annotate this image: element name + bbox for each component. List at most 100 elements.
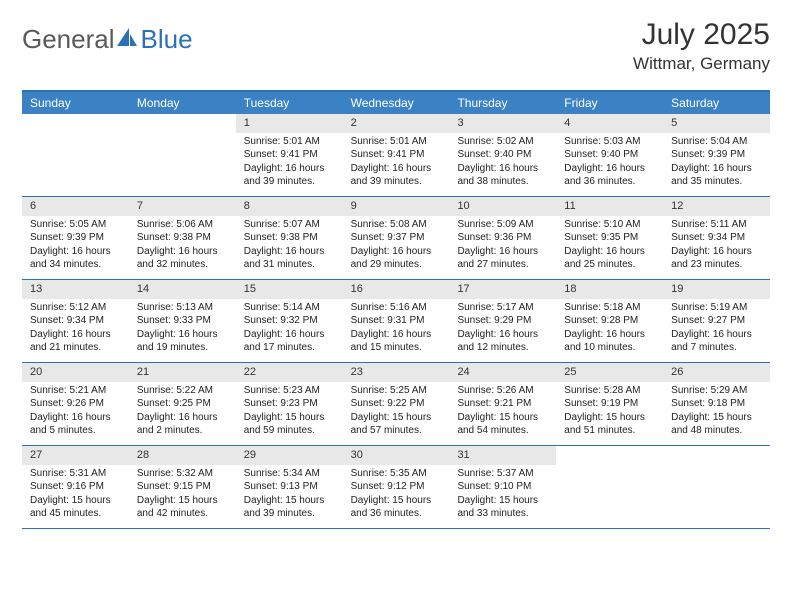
day-details: Sunrise: 5:14 AMSunset: 9:32 PMDaylight:…: [236, 299, 343, 359]
day-number: 22: [236, 363, 343, 382]
day-number: [22, 114, 129, 133]
detail-line: Sunset: 9:33 PM: [137, 314, 228, 328]
detail-line: Sunset: 9:13 PM: [244, 480, 335, 494]
day-number: 30: [343, 446, 450, 465]
calendar-cell: 12Sunrise: 5:11 AMSunset: 9:34 PMDayligh…: [663, 197, 770, 279]
day-details: Sunrise: 5:11 AMSunset: 9:34 PMDaylight:…: [663, 216, 770, 276]
day-details: Sunrise: 5:34 AMSunset: 9:13 PMDaylight:…: [236, 465, 343, 525]
detail-line: Sunrise: 5:21 AM: [30, 384, 121, 398]
calendar-cell: 25 Sunrise: 5:28 AMSunset: 9:19 PMDayligh…: [556, 363, 663, 445]
detail-line: Sunrise: 5:28 AM: [564, 384, 655, 398]
day-number: 9: [343, 197, 450, 216]
calendar-cell: 3Sunrise: 5:02 AMSunset: 9:40 PMDaylight…: [449, 114, 556, 196]
detail-line: Daylight: 15 hours: [564, 411, 655, 425]
detail-line: and 45 minutes.: [30, 507, 121, 521]
day-number: 3: [449, 114, 556, 133]
detail-line: Daylight: 15 hours: [137, 494, 228, 508]
detail-line: Daylight: 15 hours: [457, 494, 548, 508]
calendar-cell: 1Sunrise: 5:01 AMSunset: 9:41 PMDaylight…: [236, 114, 343, 196]
detail-line: Sunset: 9:32 PM: [244, 314, 335, 328]
detail-line: and 34 minutes.: [30, 258, 121, 272]
detail-line: Sunrise: 5:14 AM: [244, 301, 335, 315]
detail-line: Daylight: 16 hours: [244, 328, 335, 342]
detail-line: Sunset: 9:39 PM: [30, 231, 121, 245]
calendar-cell: 2Sunrise: 5:01 AMSunset: 9:41 PMDaylight…: [343, 114, 450, 196]
detail-line: Sunrise: 5:25 AM: [351, 384, 442, 398]
detail-line: Daylight: 16 hours: [244, 245, 335, 259]
calendar-cell: 30Sunrise: 5:35 AMSunset: 9:12 PMDayligh…: [343, 446, 450, 528]
detail-line: Sunrise: 5:29 AM: [671, 384, 762, 398]
detail-line: Sunset: 9:16 PM: [30, 480, 121, 494]
detail-line: Sunrise: 5:32 AM: [137, 467, 228, 481]
detail-line: Sunrise: 5:22 AM: [137, 384, 228, 398]
day-details: Sunrise: 5:26 AMSunset: 9:21 PMDaylight:…: [449, 382, 556, 442]
detail-line: Sunset: 9:15 PM: [137, 480, 228, 494]
page-title: July 2025: [633, 18, 770, 52]
detail-line: Sunrise: 5:17 AM: [457, 301, 548, 315]
calendar-cell: 10Sunrise: 5:09 AMSunset: 9:36 PMDayligh…: [449, 197, 556, 279]
day-number: 21: [129, 363, 236, 382]
calendar-cell: [22, 114, 129, 196]
detail-line: Daylight: 15 hours: [351, 494, 442, 508]
day-details: Sunrise: 5:08 AMSunset: 9:37 PMDaylight:…: [343, 216, 450, 276]
calendar-cell: 31Sunrise: 5:37 AMSunset: 9:10 PMDayligh…: [449, 446, 556, 528]
detail-line: and 5 minutes.: [30, 424, 121, 438]
day-details: Sunrise: 5:18 AMSunset: 9:28 PMDaylight:…: [556, 299, 663, 359]
detail-line: Sunset: 9:35 PM: [564, 231, 655, 245]
detail-line: and 54 minutes.: [457, 424, 548, 438]
calendar-cell: 4Sunrise: 5:03 AMSunset: 9:40 PMDaylight…: [556, 114, 663, 196]
day-number: [663, 446, 770, 465]
detail-line: Sunrise: 5:02 AM: [457, 135, 548, 149]
day-number: 28: [129, 446, 236, 465]
day-number: 25: [556, 363, 663, 382]
calendar-cell: 6Sunrise: 5:05 AMSunset: 9:39 PMDaylight…: [22, 197, 129, 279]
detail-line: Sunrise: 5:08 AM: [351, 218, 442, 232]
calendar-cell: 24Sunrise: 5:26 AMSunset: 9:21 PMDayligh…: [449, 363, 556, 445]
detail-line: Sunrise: 5:13 AM: [137, 301, 228, 315]
calendar-cell: 13Sunrise: 5:12 AMSunset: 9:34 PMDayligh…: [22, 280, 129, 362]
detail-line: Sunrise: 5:09 AM: [457, 218, 548, 232]
calendar-week: 6 Sunrise: 5:05 AMSunset: 9:39 PM Daylight…: [22, 197, 770, 280]
detail-line: Daylight: 15 hours: [244, 494, 335, 508]
day-number: 1: [236, 114, 343, 133]
detail-line: and 17 minutes.: [244, 341, 335, 355]
calendar-cell: 26Sunrise: 5:29 AMSunset: 9:18 PMDayligh…: [663, 363, 770, 445]
detail-line: Daylight: 16 hours: [457, 162, 548, 176]
calendar-cell: 20Sunrise: 5:21 AMSunset: 9:26 PMDayligh…: [22, 363, 129, 445]
day-number: [129, 114, 236, 133]
detail-line: and 23 minutes.: [671, 258, 762, 272]
calendar-cell: 27Sunrise: 5:31 AMSunset: 9:16 PMDayligh…: [22, 446, 129, 528]
detail-line: Sunset: 9:18 PM: [671, 397, 762, 411]
detail-line: Sunrise: 5:12 AM: [30, 301, 121, 315]
day-details: Sunrise: 5:01 AMSunset: 9:41 PMDaylight:…: [236, 133, 343, 193]
detail-line: Sunrise: 5:06 AM: [137, 218, 228, 232]
detail-line: Daylight: 15 hours: [244, 411, 335, 425]
detail-line: Sunset: 9:38 PM: [137, 231, 228, 245]
detail-line: Daylight: 15 hours: [351, 411, 442, 425]
detail-line: Sunset: 9:19 PM: [564, 397, 655, 411]
day-details: Sunrise: 5:35 AMSunset: 9:12 PMDaylight:…: [343, 465, 450, 525]
calendar-cell: 19Sunrise: 5:19 AMSunset: 9:27 PMDayligh…: [663, 280, 770, 362]
detail-line: Daylight: 16 hours: [671, 245, 762, 259]
day-number: [556, 446, 663, 465]
day-details: Sunrise: 5:13 AMSunset: 9:33 PMDaylight:…: [129, 299, 236, 359]
detail-line: Daylight: 16 hours: [351, 245, 442, 259]
detail-line: Sunrise: 5:05 AM: [30, 218, 121, 232]
detail-line: Daylight: 16 hours: [137, 245, 228, 259]
detail-line: Sunset: 9:23 PM: [244, 397, 335, 411]
detail-line: Sunset: 9:36 PM: [457, 231, 548, 245]
calendar-cell: 18Sunrise: 5:18 AMSunset: 9:28 PMDayligh…: [556, 280, 663, 362]
detail-line: and 36 minutes.: [351, 507, 442, 521]
detail-line: and 7 minutes.: [671, 341, 762, 355]
day-number: 6: [22, 197, 129, 216]
day-details: Sunrise: 5:23 AMSunset: 9:23 PMDaylight:…: [236, 382, 343, 442]
day-number: 31: [449, 446, 556, 465]
detail-line: Sunset: 9:38 PM: [244, 231, 335, 245]
day-number: 23: [343, 363, 450, 382]
detail-line: Sunset: 9:10 PM: [457, 480, 548, 494]
logo-sail-icon: [115, 26, 139, 53]
day-details: Sunrise: 5:02 AMSunset: 9:40 PMDaylight:…: [449, 133, 556, 193]
day-number: 26: [663, 363, 770, 382]
detail-line: Sunrise: 5:26 AM: [457, 384, 548, 398]
detail-line: and 25 minutes.: [564, 258, 655, 272]
